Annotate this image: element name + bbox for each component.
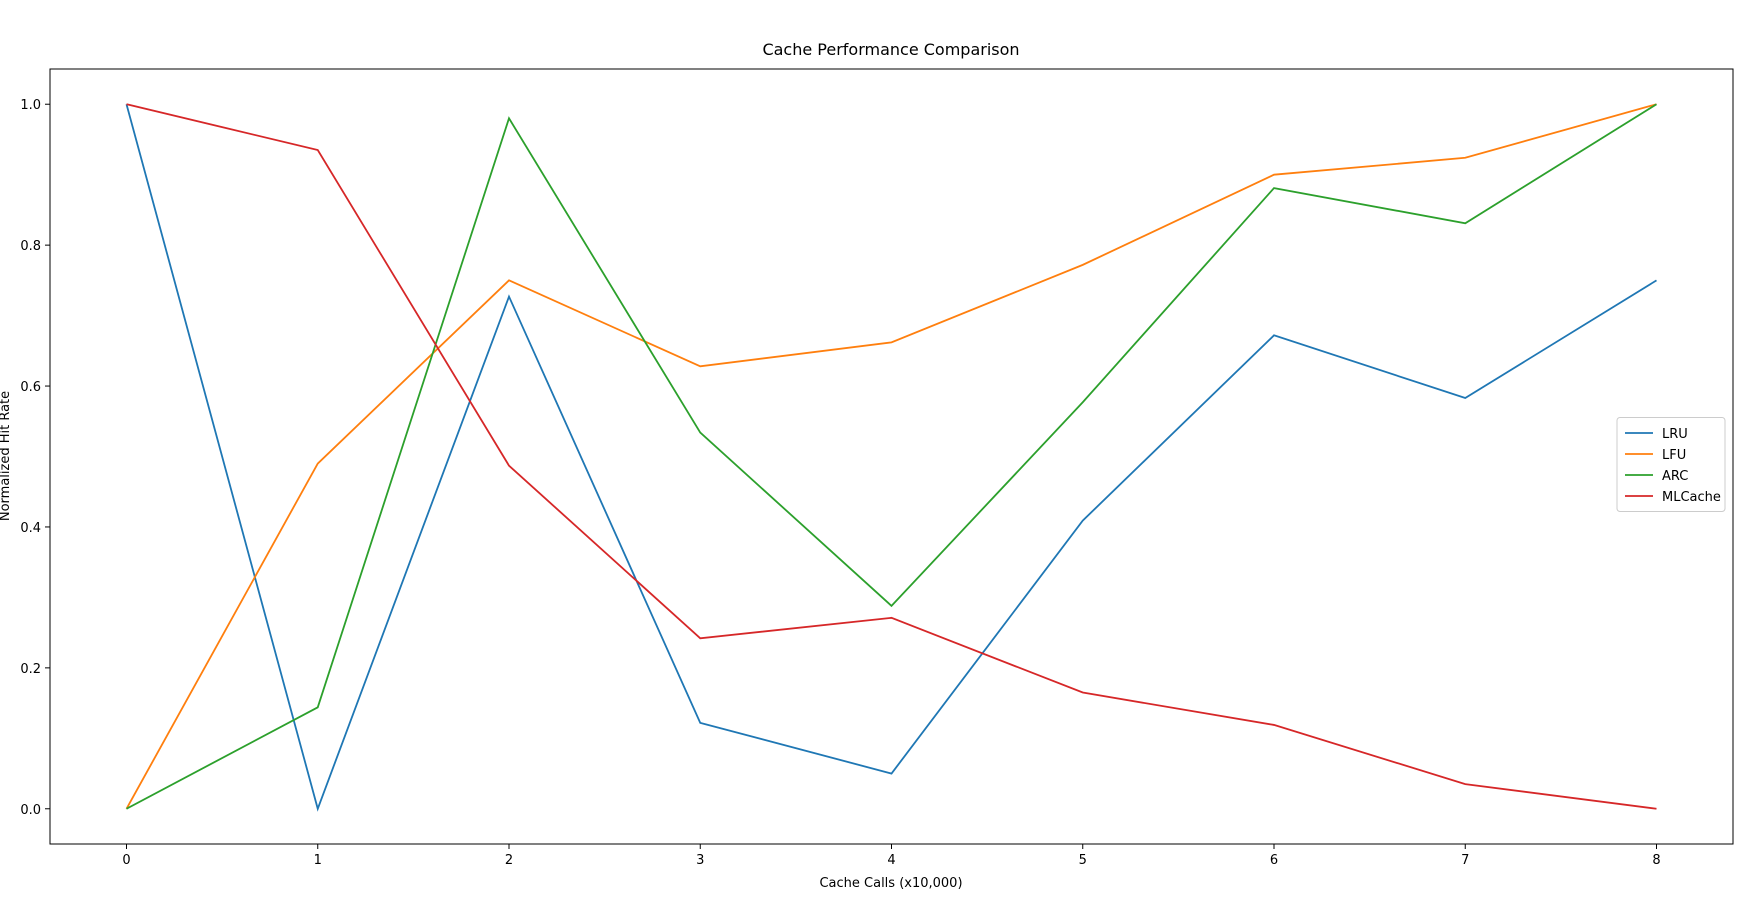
x-tick-label: 8 xyxy=(1652,853,1660,868)
legend-box xyxy=(1616,417,1726,512)
y-tick-label: 1.0 xyxy=(20,98,41,113)
series-line-lru xyxy=(125,103,1657,812)
legend-label-lru: LRU xyxy=(1662,427,1688,442)
y-tick-label: 0.4 xyxy=(20,521,41,536)
x-axis-ticks: 0 1 2 3 4 5 6 7 8 xyxy=(122,844,1661,868)
y-axis-ticks: 0.0 0.2 0.4 0.6 0.8 1.0 xyxy=(20,98,50,818)
x-tick-label: 4 xyxy=(887,853,895,868)
series-line-lfu xyxy=(125,103,1657,810)
chart-legend: LRU LFU ARC MLCache xyxy=(1616,417,1726,512)
series-line-mlcache xyxy=(126,103,1657,810)
x-tick-label: 5 xyxy=(1079,853,1087,868)
y-axis-label: Normalized Hit Rate xyxy=(0,391,13,521)
x-tick-label: 0 xyxy=(122,853,130,868)
x-tick-label: 1 xyxy=(314,853,322,868)
series-line-arc xyxy=(126,103,1657,810)
plot-area-frame xyxy=(49,68,1734,845)
y-tick-label: 0.8 xyxy=(20,239,41,254)
y-tick-label: 0.2 xyxy=(20,662,41,677)
y-tick-label: 0.6 xyxy=(20,380,41,395)
legend-label-lfu: LFU xyxy=(1662,448,1686,463)
x-axis-label: Cache Calls (x10,000) xyxy=(819,876,962,891)
x-tick-label: 2 xyxy=(505,853,513,868)
x-tick-label: 6 xyxy=(1270,853,1278,868)
legend-label-mlcache: MLCache xyxy=(1662,490,1721,505)
x-tick-label: 7 xyxy=(1461,853,1469,868)
x-tick-label: 3 xyxy=(696,853,704,868)
y-tick-label: 0.0 xyxy=(20,803,41,818)
legend-label-arc: ARC xyxy=(1662,469,1688,484)
chart-title: Cache Performance Comparison xyxy=(762,40,1019,59)
